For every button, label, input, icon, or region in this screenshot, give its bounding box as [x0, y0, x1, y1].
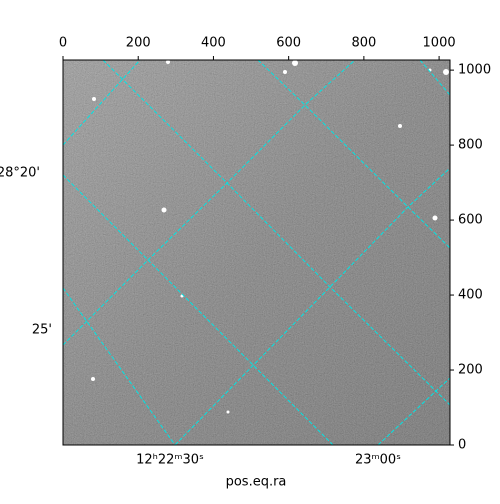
frame: [62, 59, 451, 446]
y-tick-label: 400: [458, 288, 483, 303]
y-tick-label: 1000: [458, 63, 491, 78]
dec-label: 25': [32, 323, 52, 338]
x-tick-label: 200: [126, 36, 151, 51]
x-tick-label: 0: [59, 36, 67, 51]
x-axis-label: pos.eq.ra: [226, 475, 287, 490]
dec-label: 28°20': [0, 166, 40, 181]
wcs-grid: [63, 60, 450, 445]
y-tick-label: 800: [458, 138, 483, 153]
x-tick-label: 1000: [423, 36, 456, 51]
x-tick-label: 400: [201, 36, 226, 51]
y-tick-label: 0: [458, 438, 466, 453]
x-tick-label: 600: [276, 36, 301, 51]
x-tick-label: 800: [351, 36, 376, 51]
sky-image: [63, 60, 450, 445]
y-tick-label: 200: [458, 363, 483, 378]
ra-label: 23ᵐ00ˢ: [355, 453, 401, 468]
y-tick-label: 600: [458, 213, 483, 228]
ra-label: 12ʰ22ᵐ30ˢ: [136, 453, 204, 468]
